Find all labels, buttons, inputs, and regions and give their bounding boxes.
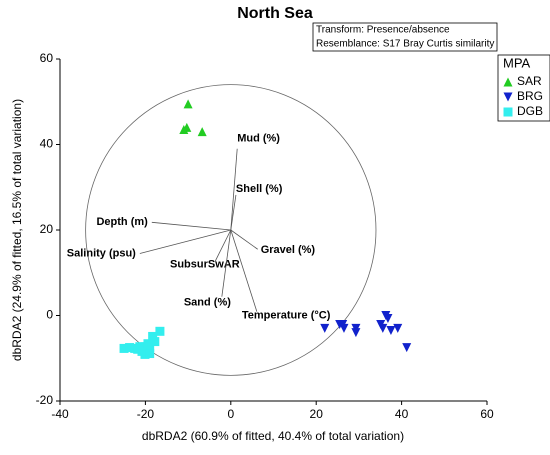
y-tick-label: -20 [36,393,54,407]
x-tick-label: -20 [137,407,155,421]
legend-label: BRG [517,89,543,103]
vector [214,229,232,262]
marker [133,344,143,354]
marker [148,331,158,341]
x-tick-label: 60 [480,407,494,421]
vector [221,229,232,297]
marker [338,319,348,329]
marker [119,343,129,353]
vector [151,221,231,231]
marker [351,328,361,338]
vector [230,194,237,231]
vector-label: Shell (%) [236,183,283,195]
legend-title: MPA [503,55,531,70]
legend-marker [503,107,513,117]
marker [155,326,165,336]
vector [230,148,238,231]
marker [197,127,207,137]
chart-title: North Sea [237,5,313,22]
y-tick-label: 40 [40,137,54,151]
annotation: Resemblance: S17 Bray Curtis similarity [316,39,494,50]
legend-label: DGB [517,104,543,118]
x-tick-label: 0 [227,407,234,421]
legend-marker [503,77,513,87]
y-axis-label: dbRDA2 (24.9% of fitted, 16.5% of total … [10,99,24,361]
y-tick-label: 0 [46,308,53,322]
x-tick-label: 40 [395,407,409,421]
vector-label: Sand (%) [184,297,231,309]
y-tick-label: 60 [40,51,54,65]
legend-marker [503,92,513,102]
x-tick-label: 20 [310,407,324,421]
annotation: Transform: Presence/absence [316,25,450,36]
marker [402,343,412,353]
marker [143,339,153,349]
marker [125,343,135,353]
marker [145,349,155,359]
marker [150,337,160,347]
vector-label: SubsurSwAR [170,259,240,271]
vector-label: Depth (m) [96,216,148,228]
vector-label: Salinity (psu) [67,247,136,259]
vector [230,229,258,250]
y-tick-label: 20 [40,222,54,236]
marker [183,99,193,109]
x-tick-label: -40 [51,407,69,421]
marker [182,122,192,132]
marker [386,325,396,335]
legend-label: SAR [517,74,542,88]
marker [320,323,330,333]
correlation-circle [85,84,377,376]
marker [383,313,393,323]
marker [378,323,388,333]
vector-label: Gravel (%) [261,244,316,256]
vector [230,229,258,312]
marker [393,323,403,333]
annotation-box [312,22,498,52]
vector-label: Temperature (°C) [242,310,331,322]
vector [139,229,231,254]
vector-label: Mud (%) [237,133,280,145]
x-axis-label: dbRDA2 (60.9% of fitted, 40.4% of total … [142,429,404,443]
